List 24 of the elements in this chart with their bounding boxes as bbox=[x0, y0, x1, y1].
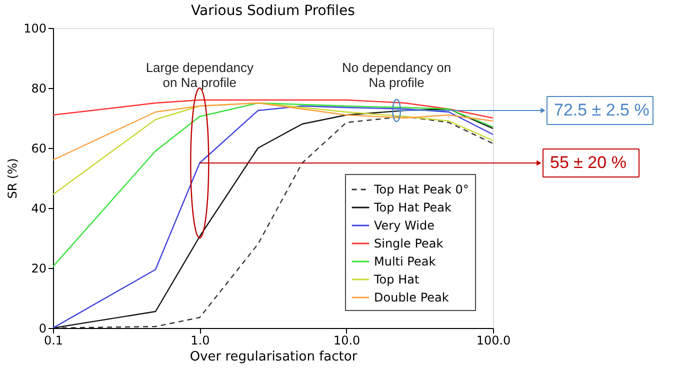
y-axis-title: SR (%) bbox=[6, 158, 20, 199]
chart-title: Various Sodium Profiles bbox=[191, 3, 355, 19]
annotation: No dependancy on Na profile bbox=[342, 60, 452, 90]
x-tick-label: 10.0 bbox=[333, 334, 360, 348]
y-tick-label: 100 bbox=[24, 22, 46, 36]
x-tick-label: 1.0 bbox=[190, 334, 210, 348]
y-tick-label: 60 bbox=[31, 142, 46, 156]
legend-label: Very Wide bbox=[374, 218, 434, 232]
legend-label: Top Hat bbox=[373, 272, 420, 286]
y-tick-label: 40 bbox=[31, 202, 46, 216]
legend-label: Top Hat Peak bbox=[373, 200, 452, 214]
annotation: 55 ± 20 % bbox=[550, 153, 626, 172]
x-axis-title: Over regularisation factor bbox=[190, 350, 358, 364]
x-tick-label: 100.0 bbox=[476, 334, 511, 348]
legend-label: Single Peak bbox=[374, 236, 444, 250]
y-tick-label: 80 bbox=[31, 82, 46, 96]
x-tick-label: 0.1 bbox=[44, 334, 64, 348]
annotation: 72.5 ± 2.5 % bbox=[554, 100, 650, 120]
annotation: Large dependancy on Na profile bbox=[146, 60, 254, 90]
legend-label: Double Peak bbox=[374, 290, 449, 304]
y-tick-label: 0 bbox=[38, 322, 46, 336]
y-tick-label: 20 bbox=[31, 262, 46, 276]
legend-label: Top Hat Peak 0° bbox=[373, 182, 469, 196]
legend-label: Multi Peak bbox=[374, 254, 436, 268]
